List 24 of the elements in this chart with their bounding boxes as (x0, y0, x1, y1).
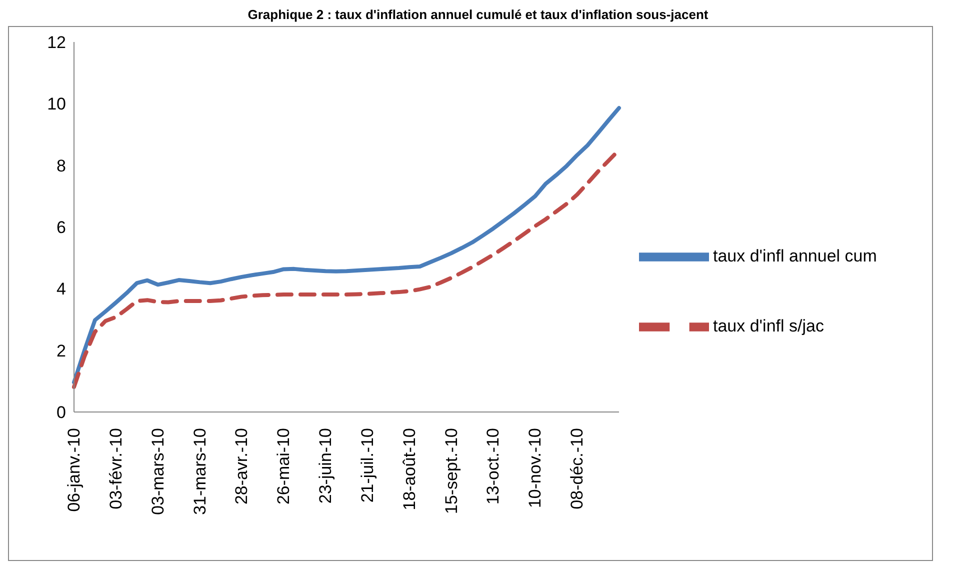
y-tick-label: 4 (56, 280, 66, 299)
x-tick-label: 03-févr.-10 (106, 428, 126, 510)
legend-label: taux d'infl annuel cum (713, 246, 877, 266)
x-tick-label: 26-mai-10 (274, 428, 294, 505)
x-tick-label: 08-déc.-10 (568, 428, 587, 510)
legend-label: taux d'infl s/jac (713, 316, 824, 336)
y-tick-label: 8 (56, 156, 66, 176)
line-series (72, 106, 621, 384)
chart-title: Graphique 2 : taux d'inflation annuel cumulé et taux d'inflation sous-jacent (246, 7, 710, 24)
x-tick-label: 18-août-10 (400, 428, 419, 510)
y-tick-label: 12 (47, 33, 66, 52)
x-tick-label: 10-nov.-10 (526, 428, 545, 508)
y-tick-label: 10 (47, 94, 66, 114)
y-tick-label: 0 (56, 403, 66, 422)
x-tick-label: 28-avr.-10 (232, 428, 252, 505)
x-tick-label: 23-juin-10 (316, 428, 336, 504)
y-tick-label: 6 (56, 218, 66, 238)
x-tick-label: 03-mars-10 (148, 428, 168, 515)
x-tick-label: 15-sept.-10 (442, 428, 461, 514)
x-tick-label: 13-oct.-10 (484, 428, 503, 505)
y-tick-label: 2 (56, 341, 66, 360)
x-tick-label: 06-janv.-10 (64, 428, 84, 512)
x-tick-label: 31-mars-10 (190, 428, 210, 515)
x-tick-label: 21-juil.-10 (358, 428, 377, 503)
